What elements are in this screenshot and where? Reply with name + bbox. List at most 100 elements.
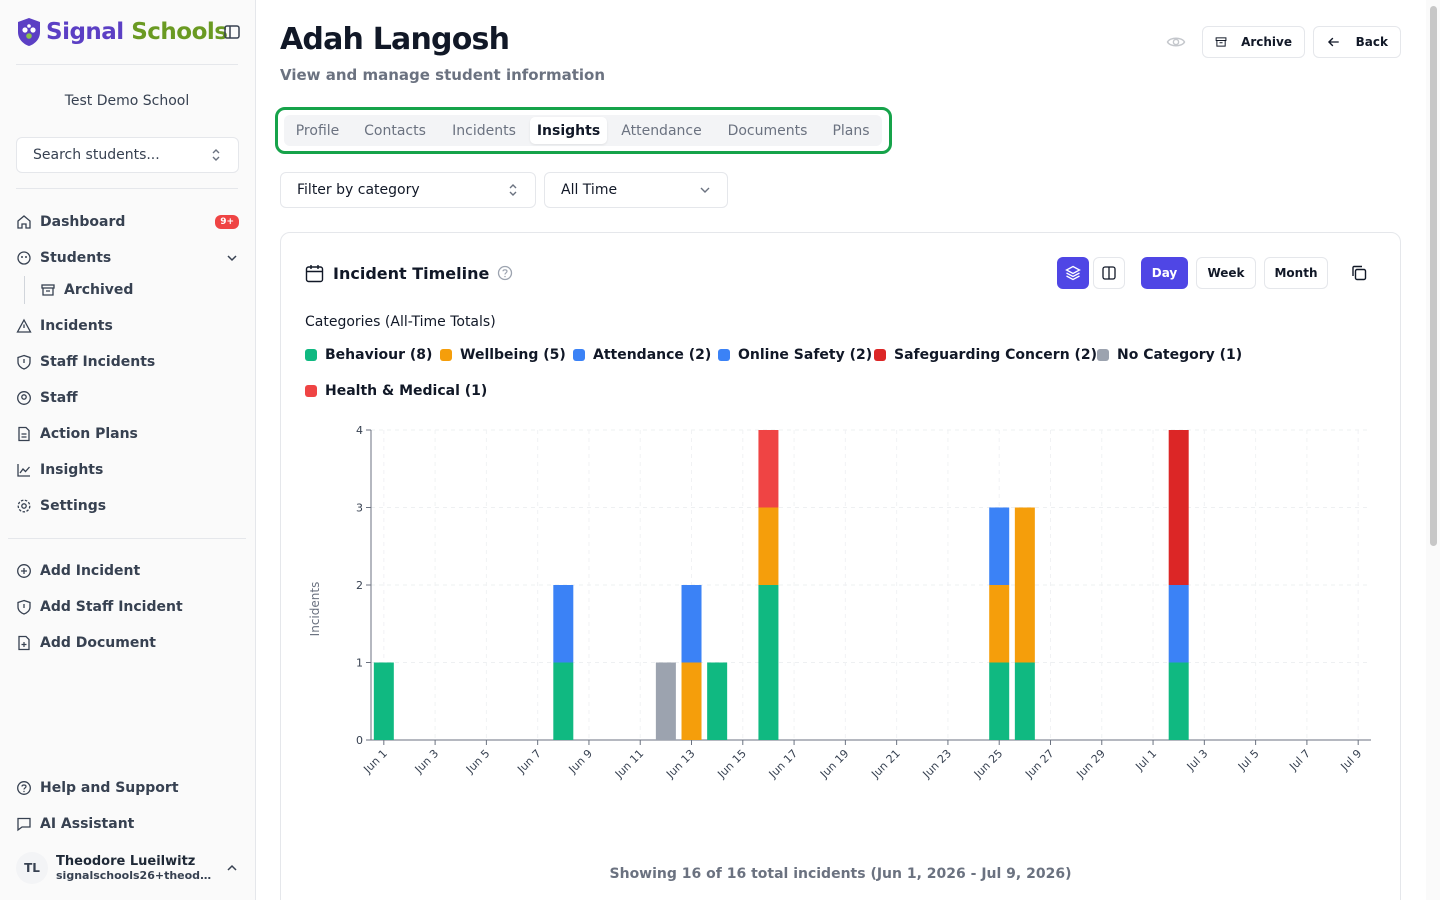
time-range-value: All Time xyxy=(561,182,618,198)
x-tick-label: Jul 5 xyxy=(1235,747,1262,774)
nav-action-plans[interactable]: Action Plans xyxy=(16,421,240,447)
nav-label: Settings xyxy=(40,498,107,514)
legend-swatch xyxy=(874,349,886,361)
x-tick-label: Jun 17 xyxy=(766,747,800,781)
x-tick-label: Jun 25 xyxy=(971,747,1005,781)
x-tick-label: Jun 29 xyxy=(1073,747,1107,781)
x-tick-label: Jun 15 xyxy=(714,747,748,781)
copy-icon[interactable] xyxy=(1350,264,1368,282)
tab-insights[interactable]: Insights xyxy=(530,117,607,144)
legend-item[interactable]: Wellbeing (5) xyxy=(440,346,566,364)
ai-assistant-link[interactable]: AI Assistant xyxy=(16,811,240,837)
x-tick-label: Jun 5 xyxy=(463,747,492,776)
action-label: Add Staff Incident xyxy=(40,599,183,615)
split-view-button[interactable] xyxy=(1093,257,1125,289)
student-search-placeholder: Search students... xyxy=(33,147,160,163)
legend-swatch xyxy=(718,349,730,361)
help-circle-icon[interactable] xyxy=(497,265,513,281)
sidebar-divider xyxy=(16,188,238,189)
period-week-button[interactable]: Week xyxy=(1196,257,1256,289)
period-month-button[interactable]: Month xyxy=(1264,257,1328,289)
nav-insights[interactable]: Insights xyxy=(16,457,240,483)
chevron-down-icon[interactable] xyxy=(226,252,238,264)
incident-timeline-chart: 0 1 2 3 4 Jun 1 Jun 3 Jun 5 Jun 7 Jun 9 Jun 11 Jun … xyxy=(308,424,1371,781)
nav-staff[interactable]: Staff xyxy=(16,385,240,411)
tab-contacts[interactable]: Contacts xyxy=(364,122,426,139)
back-button[interactable]: Back xyxy=(1313,26,1401,58)
x-tick-label: Jul 3 xyxy=(1184,747,1211,774)
x-tick-label: Jun 7 xyxy=(514,747,543,776)
add-document-button[interactable]: Add Document xyxy=(16,630,240,656)
user-menu[interactable]: TL Theodore Lueilwitz signalschools26+th… xyxy=(16,848,242,888)
help-support-link[interactable]: Help and Support xyxy=(16,775,240,801)
add-staff-incident-button[interactable]: Add Staff Incident xyxy=(16,594,240,620)
bar-segment xyxy=(681,585,702,663)
tabs-highlight xyxy=(275,107,892,154)
tab-documents[interactable]: Documents xyxy=(727,122,808,139)
chevron-down-icon xyxy=(700,187,710,193)
nav-archived[interactable]: Archived xyxy=(40,277,240,303)
sub-nav-line xyxy=(24,276,25,304)
logo[interactable]: Signal Schools xyxy=(16,14,242,50)
nav-incidents[interactable]: Incidents xyxy=(16,313,240,339)
chevron-up-icon[interactable] xyxy=(226,862,238,874)
period-day-button[interactable]: Day xyxy=(1141,257,1188,289)
legend-swatch xyxy=(305,385,317,397)
nav-label: Dashboard xyxy=(40,214,126,230)
user-email: signalschools26+theodore.lueilwitz@examp… xyxy=(56,869,216,882)
sidebar-toggle-icon[interactable] xyxy=(222,22,242,42)
chart-footer-note: Showing 16 of 16 total incidents (Jun 1,… xyxy=(609,866,1072,882)
scrollbar-thumb[interactable] xyxy=(1430,6,1437,546)
archive-label: Archive xyxy=(1241,35,1292,49)
bar-segment xyxy=(373,662,394,740)
time-range-select[interactable]: All Time xyxy=(544,172,728,208)
x-tick-label: Jun 23 xyxy=(920,747,954,781)
sidebar-divider xyxy=(8,538,246,539)
back-label: Back xyxy=(1355,35,1388,49)
y-axis-label: Incidents xyxy=(308,582,322,637)
eye-icon[interactable] xyxy=(1166,32,1186,52)
tab-plans[interactable]: Plans xyxy=(832,122,870,139)
legend-item[interactable]: Online Safety (2) xyxy=(718,346,872,364)
action-label: Add Incident xyxy=(40,563,141,579)
stacked-view-button[interactable] xyxy=(1057,257,1089,289)
add-incident-button[interactable]: Add Incident xyxy=(16,558,240,584)
category-filter-placeholder: Filter by category xyxy=(297,182,420,198)
legend-label: Safeguarding Concern (2) xyxy=(894,347,1098,363)
nav-label: Archived xyxy=(64,282,134,298)
x-tick-label: Jun 9 xyxy=(566,747,595,776)
legend-swatch xyxy=(1097,349,1109,361)
tab-profile[interactable]: Profile xyxy=(295,122,340,139)
archive-button[interactable]: Archive xyxy=(1202,26,1305,58)
nav-label: Staff xyxy=(40,390,78,406)
legend-item[interactable]: Safeguarding Concern (2) xyxy=(874,346,1097,364)
student-search[interactable]: Search students... xyxy=(16,137,239,173)
sidebar: Signal Schools Test Demo School Search s… xyxy=(0,0,256,900)
nav-staff-incidents[interactable]: Staff Incidents xyxy=(16,349,240,375)
nav-settings[interactable]: Settings xyxy=(16,493,240,519)
tab-incidents[interactable]: Incidents xyxy=(452,122,516,139)
chevron-updown-icon xyxy=(212,149,220,161)
sidebar-divider xyxy=(16,64,238,65)
x-tick-label: Jun 3 xyxy=(412,747,441,776)
bar-segment xyxy=(758,507,779,585)
bar-segment xyxy=(1014,507,1035,663)
school-name: Test Demo School xyxy=(64,93,190,109)
legend-item[interactable]: Attendance (2) xyxy=(573,346,711,364)
logo-text-signal: Signal xyxy=(46,19,124,45)
categories-heading: Categories (All-Time Totals) xyxy=(305,314,496,330)
legend-item[interactable]: Health & Medical (1) xyxy=(305,382,487,400)
x-tick-label: Jun 1 xyxy=(360,747,389,776)
user-circle-icon xyxy=(16,390,32,406)
user-name: Theodore Lueilwitz xyxy=(56,854,196,869)
bar-segment xyxy=(681,662,702,740)
layers-icon xyxy=(1065,265,1081,281)
category-filter[interactable]: Filter by category xyxy=(280,172,536,208)
legend-item[interactable]: Behaviour (8) xyxy=(305,346,432,364)
legend-item[interactable]: No Category (1) xyxy=(1097,346,1242,364)
file-plus-icon xyxy=(16,635,32,651)
tab-attendance[interactable]: Attendance xyxy=(621,122,702,139)
nav-students[interactable]: Students xyxy=(16,245,240,271)
bar-segment xyxy=(707,662,728,740)
nav-dashboard[interactable]: Dashboard 9+ xyxy=(16,209,240,235)
